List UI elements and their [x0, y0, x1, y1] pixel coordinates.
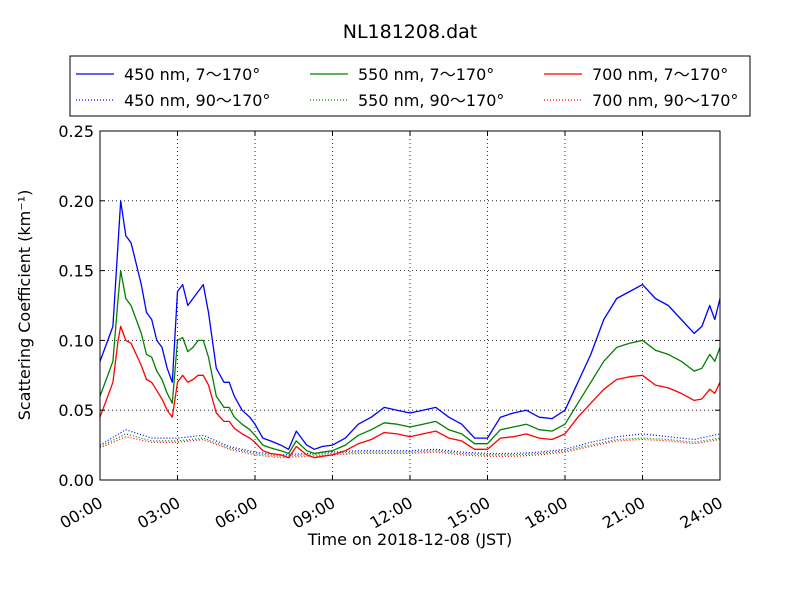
legend-box: [69, 55, 751, 117]
legend-label-4: 550 nm, 90～170°: [358, 91, 504, 110]
series-group: [99, 200, 721, 459]
legend-label-5: 700 nm, 90～170°: [592, 91, 738, 110]
y-tick-label: 0.00: [58, 471, 94, 490]
legend-label-0: 450 nm, 7～170°: [124, 65, 260, 84]
chart-title: NL181208.dat: [343, 21, 478, 43]
y-tick-label: 0.25: [58, 122, 94, 141]
x-axis-label: Time on 2018-12-08 (JST): [307, 530, 512, 549]
y-tick-label: 0.15: [58, 262, 94, 281]
series-line-1: [99, 269, 721, 455]
legend-label-2: 700 nm, 7～170°: [592, 65, 728, 84]
series-line-3: [99, 429, 721, 456]
legend-label-3: 450 nm, 90～170°: [124, 91, 270, 110]
legend-label-1: 550 nm, 7～170°: [358, 65, 494, 84]
y-axis: 0.00 0.05 0.10 0.15 0.20 0.25: [58, 122, 720, 490]
y-tick-label: 0.10: [58, 331, 94, 350]
legend: 450 nm, 7～170° 550 nm, 7～170° 700 nm, 7～17…: [69, 55, 751, 117]
y-tick-label: 0.05: [58, 401, 94, 420]
series-line-5: [99, 436, 721, 459]
y-axis-label: Scattering Coefficient (km⁻¹): [15, 190, 34, 421]
y-tick-label: 0.20: [58, 192, 94, 211]
series-line-2: [99, 325, 721, 459]
series-line-0: [99, 200, 721, 450]
grid: [100, 131, 720, 480]
